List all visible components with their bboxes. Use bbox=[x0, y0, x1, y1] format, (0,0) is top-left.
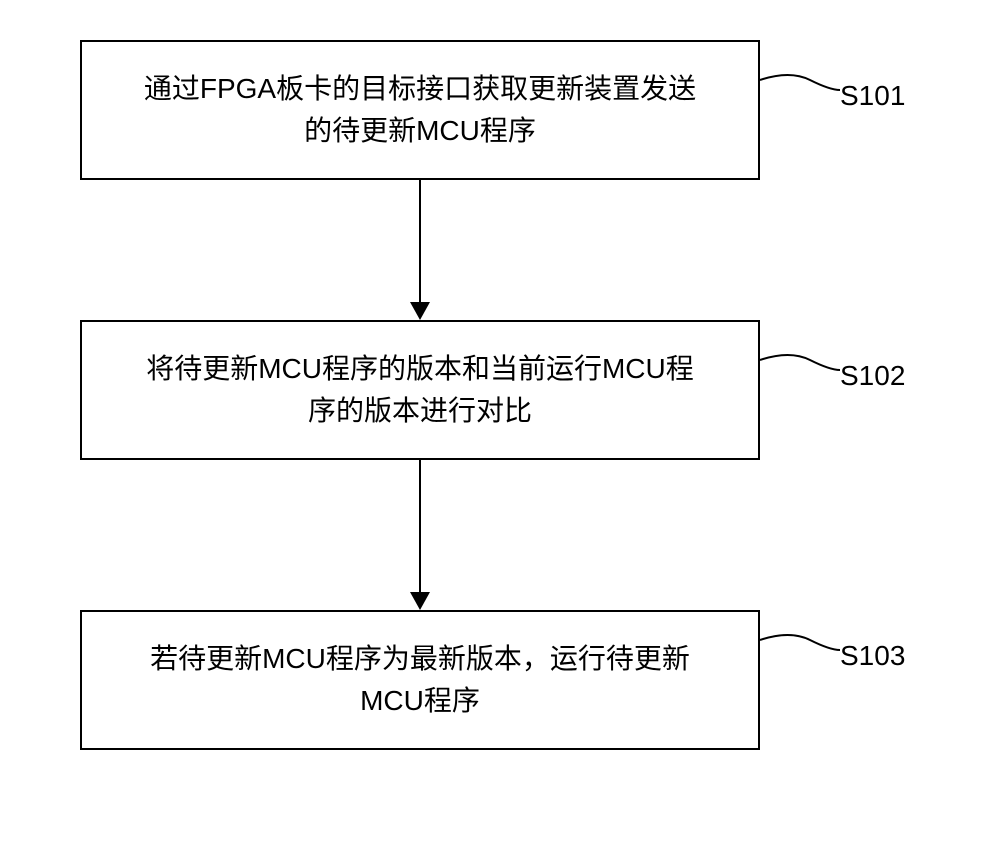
step-1-line2: 的待更新MCU程序 bbox=[304, 115, 536, 146]
step-3-label: S103 bbox=[840, 640, 905, 672]
step-2-line2: 序的版本进行对比 bbox=[308, 395, 532, 426]
flowchart-step-1: 通过FPGA板卡的目标接口获取更新装置发送 的待更新MCU程序 bbox=[80, 40, 760, 180]
arrow-1-head bbox=[410, 302, 430, 320]
step-2-line1: 将待更新MCU程序的版本和当前运行MCU程 bbox=[146, 353, 694, 384]
step-2-label: S102 bbox=[840, 360, 905, 392]
arrow-2-line bbox=[419, 460, 421, 592]
step-3-text: 若待更新MCU程序为最新版本，运行待更新 MCU程序 bbox=[150, 638, 690, 722]
step-1-line1: 通过FPGA板卡的目标接口获取更新装置发送 bbox=[144, 73, 696, 104]
step-1-text: 通过FPGA板卡的目标接口获取更新装置发送 的待更新MCU程序 bbox=[144, 68, 696, 152]
step-1-label: S101 bbox=[840, 80, 905, 112]
step-3-line2: MCU程序 bbox=[360, 685, 480, 716]
arrow-1-line bbox=[419, 180, 421, 302]
step-3-line1: 若待更新MCU程序为最新版本，运行待更新 bbox=[150, 643, 690, 674]
flowchart-step-2: 将待更新MCU程序的版本和当前运行MCU程 序的版本进行对比 bbox=[80, 320, 760, 460]
flowchart-step-3: 若待更新MCU程序为最新版本，运行待更新 MCU程序 bbox=[80, 610, 760, 750]
arrow-2-head bbox=[410, 592, 430, 610]
step-2-text: 将待更新MCU程序的版本和当前运行MCU程 序的版本进行对比 bbox=[146, 348, 694, 432]
flowchart-container: 通过FPGA板卡的目标接口获取更新装置发送 的待更新MCU程序 S101 将待更… bbox=[0, 0, 1000, 844]
